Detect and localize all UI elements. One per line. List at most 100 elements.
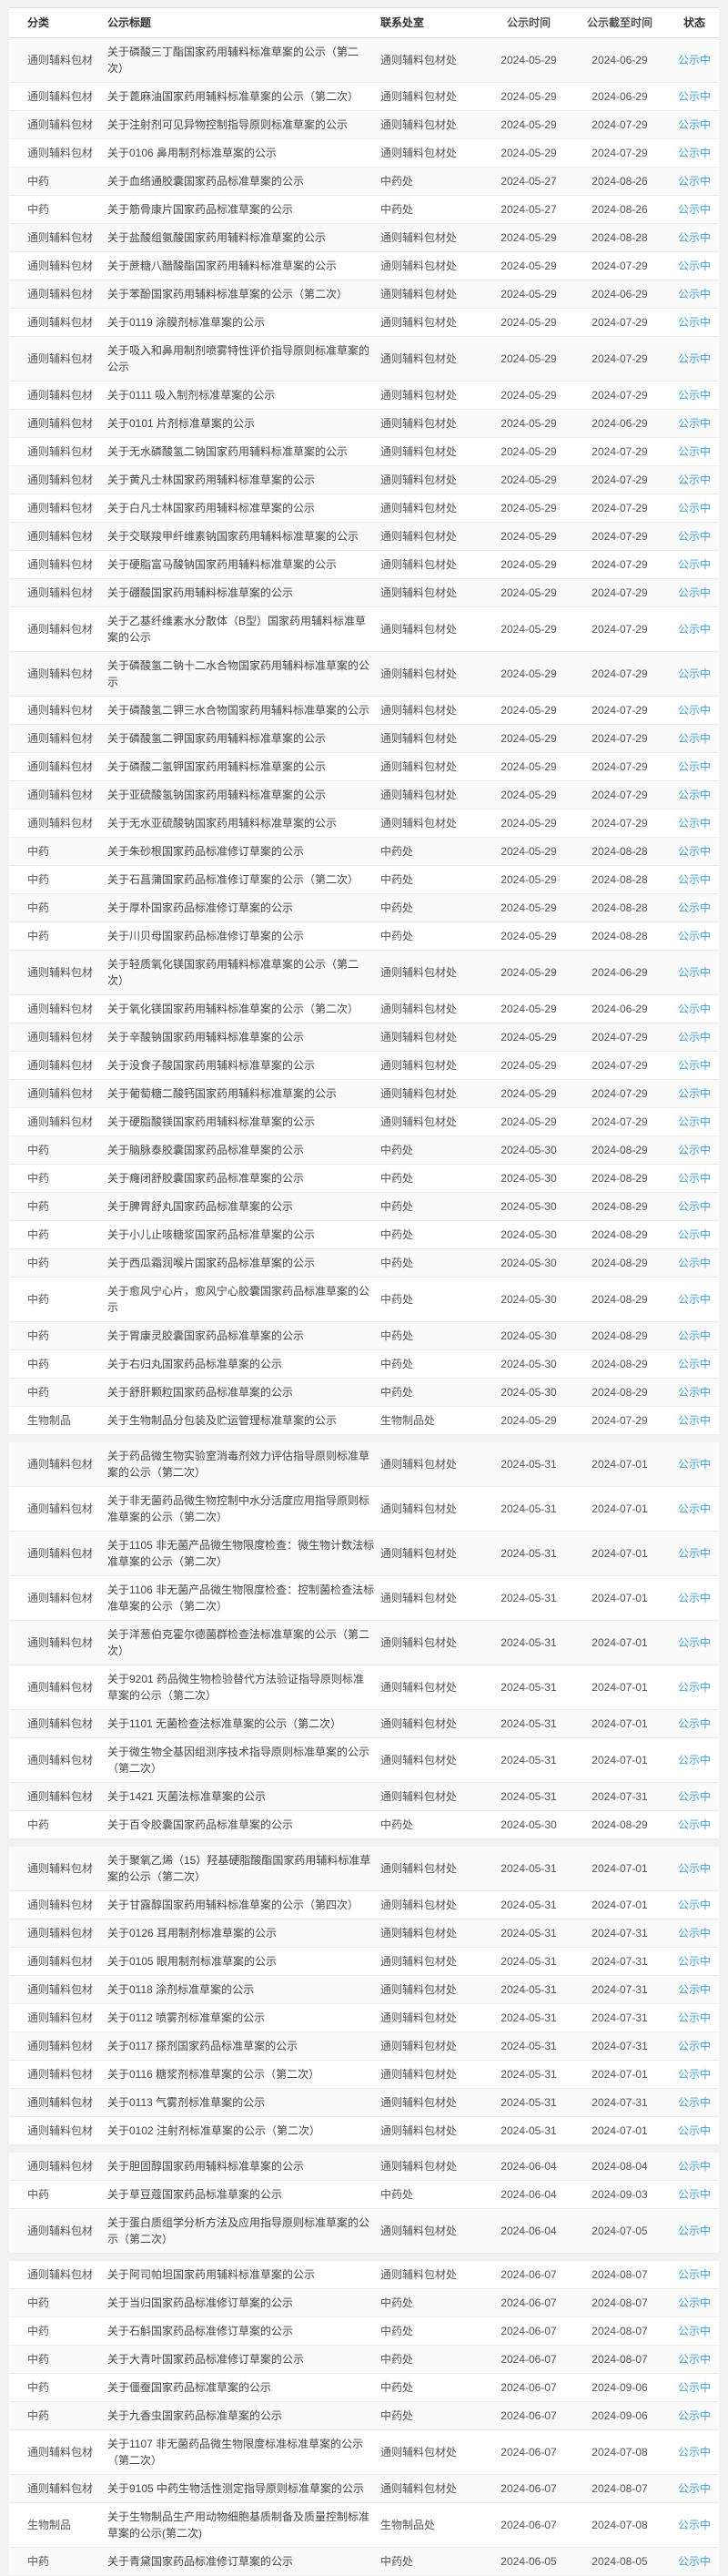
status-link[interactable]: 公示中 <box>677 1329 711 1342</box>
status-link[interactable]: 公示中 <box>677 2409 711 2422</box>
status-link[interactable]: 公示中 <box>677 1862 711 1875</box>
status-link[interactable]: 公示中 <box>677 2096 711 2109</box>
status-link[interactable]: 公示中 <box>677 1717 711 1730</box>
notice-title-link[interactable]: 关于无水亚硫酸钠国家药用辅料标准草案的公示 <box>107 817 338 830</box>
notice-title-link[interactable]: 关于9105 中药生物活性测定指导原则标准草案的公示 <box>107 2482 365 2495</box>
notice-title-link[interactable]: 关于磷酸氢二钠十二水合物国家药用辅料标准草案的公示 <box>107 659 370 688</box>
notice-title-link[interactable]: 关于癃闭舒胶囊国家药品标准草案的公示 <box>107 1172 305 1185</box>
status-link[interactable]: 公示中 <box>677 1115 711 1128</box>
notice-title-link[interactable]: 关于1106 非无菌产品微生物限度检查：控制菌检查法标准草案的公示（第二次） <box>107 1583 375 1613</box>
notice-title-link[interactable]: 关于0111 吸入制剂标准草案的公示 <box>107 389 276 402</box>
status-link[interactable]: 公示中 <box>677 1003 711 1015</box>
notice-title-link[interactable]: 关于磷酸三丁酯国家药用辅料标准草案的公示（第二次） <box>107 46 359 75</box>
notice-title-link[interactable]: 关于0112 喷雾剂标准草案的公示 <box>107 2011 266 2024</box>
status-link[interactable]: 公示中 <box>677 1386 711 1399</box>
notice-title-link[interactable]: 关于愈风宁心片，愈风宁心胶囊国家药品标准草案的公示 <box>107 1285 370 1314</box>
status-link[interactable]: 公示中 <box>677 1087 711 1100</box>
status-link[interactable]: 公示中 <box>677 1458 711 1471</box>
notice-title-link[interactable]: 关于轻质氧化镁国家药用辅料标准草案的公示（第二次） <box>107 958 359 987</box>
status-link[interactable]: 公示中 <box>677 1031 711 1044</box>
status-link[interactable]: 公示中 <box>677 1636 711 1649</box>
notice-title-link[interactable]: 关于9201 药品微生物检验替代方法验证指导原则标准草案的公示（第二次） <box>107 1673 365 1702</box>
notice-title-link[interactable]: 关于黄凡士林国家药用辅料标准草案的公示 <box>107 473 316 486</box>
status-link[interactable]: 公示中 <box>677 1983 711 1996</box>
notice-title-link[interactable]: 关于硼酸国家药用辅料标准草案的公示 <box>107 586 294 599</box>
notice-title-link[interactable]: 关于1105 非无菌产品微生物限度检查：微生物计数法标准草案的公示（第二次） <box>107 1539 375 1568</box>
notice-title-link[interactable]: 关于当归国家药品标准修订草案的公示 <box>107 2296 294 2309</box>
notice-title-link[interactable]: 关于生物制品分包装及贮运管理标准草案的公示 <box>107 1414 338 1427</box>
status-link[interactable]: 公示中 <box>677 1144 711 1156</box>
notice-title-link[interactable]: 关于甘露醇国家药用辅料标准草案的公示（第四次） <box>107 1899 359 1911</box>
status-link[interactable]: 公示中 <box>677 2160 711 2173</box>
notice-title-link[interactable]: 关于脑脉泰胶囊国家药品标准草案的公示 <box>107 1144 305 1156</box>
status-link[interactable]: 公示中 <box>677 2225 711 2237</box>
status-link[interactable]: 公示中 <box>677 352 711 365</box>
status-link[interactable]: 公示中 <box>677 1257 711 1269</box>
notice-title-link[interactable]: 关于厚朴国家药品标准修订草案的公示 <box>107 901 294 914</box>
notice-title-link[interactable]: 关于1421 灭菌法标准草案的公示 <box>107 1790 267 1803</box>
notice-title-link[interactable]: 关于药品微生物实验室消毒剂效力评估指导原则标准草案的公示（第二次） <box>107 1450 370 1479</box>
notice-title-link[interactable]: 关于石斛国家药品标准修订草案的公示 <box>107 2325 294 2337</box>
notice-title-link[interactable]: 关于阿司帕坦国家药用辅料标准草案的公示 <box>107 2268 316 2281</box>
status-link[interactable]: 公示中 <box>677 2188 711 2201</box>
status-link[interactable]: 公示中 <box>677 2124 711 2137</box>
notice-title-link[interactable]: 关于筋骨康片国家药品标准草案的公示 <box>107 203 294 216</box>
notice-title-link[interactable]: 关于九香虫国家药品标准草案的公示 <box>107 2409 283 2422</box>
status-link[interactable]: 公示中 <box>677 558 711 571</box>
status-link[interactable]: 公示中 <box>677 1927 711 1940</box>
status-link[interactable]: 公示中 <box>677 1358 711 1370</box>
notice-title-link[interactable]: 关于盐酸组氨酸国家药用辅料标准草案的公示 <box>107 231 327 244</box>
status-link[interactable]: 公示中 <box>677 473 711 486</box>
status-link[interactable]: 公示中 <box>677 873 711 886</box>
status-link[interactable]: 公示中 <box>677 845 711 858</box>
notice-title-link[interactable]: 关于草豆蔻国家药品标准草案的公示 <box>107 2188 283 2201</box>
notice-title-link[interactable]: 关于0101 片剂标准草案的公示 <box>107 417 256 430</box>
status-link[interactable]: 公示中 <box>677 966 711 979</box>
notice-title-link[interactable]: 关于注射剂可见异物控制指导原则标准草案的公示 <box>107 118 349 131</box>
notice-title-link[interactable]: 关于氧化镁国家药用辅料标准草案的公示（第二次） <box>107 1003 359 1015</box>
notice-title-link[interactable]: 关于1101 无菌检查法标准草案的公示（第二次） <box>107 1717 342 1730</box>
notice-title-link[interactable]: 关于0113 气雾剂标准草案的公示 <box>107 2096 266 2109</box>
notice-title-link[interactable]: 关于硬脂富马酸钠国家药用辅料标准草案的公示 <box>107 558 338 571</box>
notice-title-link[interactable]: 关于百令胶囊国家药品标准草案的公示 <box>107 1818 294 1831</box>
status-link[interactable]: 公示中 <box>677 1547 711 1560</box>
notice-title-link[interactable]: 关于蛋白质组学分析方法及应用指导原则标准草案的公示（第二次） <box>107 2216 370 2245</box>
notice-title-link[interactable]: 关于0116 糖浆剂标准草案的公示（第二次） <box>107 2068 320 2081</box>
notice-title-link[interactable]: 关于0119 涂膜剂标准草案的公示 <box>107 316 266 329</box>
notice-title-link[interactable]: 关于微生物全基因组测序技术指导原则标准草案的公示（第二次） <box>107 1746 370 1775</box>
status-link[interactable]: 公示中 <box>677 1172 711 1185</box>
status-link[interactable]: 公示中 <box>677 2381 711 2394</box>
notice-title-link[interactable]: 关于朱砂根国家药品标准修订草案的公示 <box>107 845 305 858</box>
notice-title-link[interactable]: 关于生物制品生产用动物细胞基质制备及质量控制标准草案的公示(第二次) <box>107 2510 370 2540</box>
notice-title-link[interactable]: 关于胃康灵胶囊国家药品标准草案的公示 <box>107 1329 305 1342</box>
status-link[interactable]: 公示中 <box>677 901 711 914</box>
status-link[interactable]: 公示中 <box>677 147 711 159</box>
status-link[interactable]: 公示中 <box>677 2040 711 2052</box>
status-link[interactable]: 公示中 <box>677 2325 711 2337</box>
status-link[interactable]: 公示中 <box>677 789 711 801</box>
notice-title-link[interactable]: 关于川贝母国家药品标准修订草案的公示 <box>107 930 305 942</box>
notice-title-link[interactable]: 关于右归丸国家药品标准草案的公示 <box>107 1358 283 1370</box>
status-link[interactable]: 公示中 <box>677 1592 711 1604</box>
status-link[interactable]: 公示中 <box>677 1818 711 1831</box>
notice-title-link[interactable]: 关于大青叶国家药品标准修订草案的公示 <box>107 2353 305 2366</box>
status-link[interactable]: 公示中 <box>677 667 711 680</box>
status-link[interactable]: 公示中 <box>677 1790 711 1803</box>
status-link[interactable]: 公示中 <box>677 90 711 103</box>
notice-title-link[interactable]: 关于苯酚国家药用辅料标准草案的公示（第二次） <box>107 288 349 300</box>
notice-title-link[interactable]: 关于石菖蒲国家药品标准修订草案的公示（第二次） <box>107 873 359 886</box>
status-link[interactable]: 公示中 <box>677 2068 711 2081</box>
status-link[interactable]: 公示中 <box>677 175 711 188</box>
notice-title-link[interactable]: 关于1107 非无菌药品微生物限度标准标准草案的公示（第二次） <box>107 2438 364 2467</box>
status-link[interactable]: 公示中 <box>677 2555 711 2568</box>
status-link[interactable]: 公示中 <box>677 231 711 244</box>
notice-title-link[interactable]: 关于乙基纤维素水分散体（B型）国家药用辅料标准草案的公示 <box>107 615 367 644</box>
status-link[interactable]: 公示中 <box>677 817 711 830</box>
status-link[interactable]: 公示中 <box>677 704 711 717</box>
status-link[interactable]: 公示中 <box>677 1681 711 1694</box>
notice-title-link[interactable]: 关于0126 耳用制剂标准草案的公示 <box>107 1927 278 1940</box>
notice-title-link[interactable]: 关于葡萄糖二酸钙国家药用辅料标准草案的公示 <box>107 1087 338 1100</box>
notice-title-link[interactable]: 关于小儿止咳糖浆国家药品标准草案的公示 <box>107 1228 316 1241</box>
status-link[interactable]: 公示中 <box>677 118 711 131</box>
status-link[interactable]: 公示中 <box>677 203 711 216</box>
